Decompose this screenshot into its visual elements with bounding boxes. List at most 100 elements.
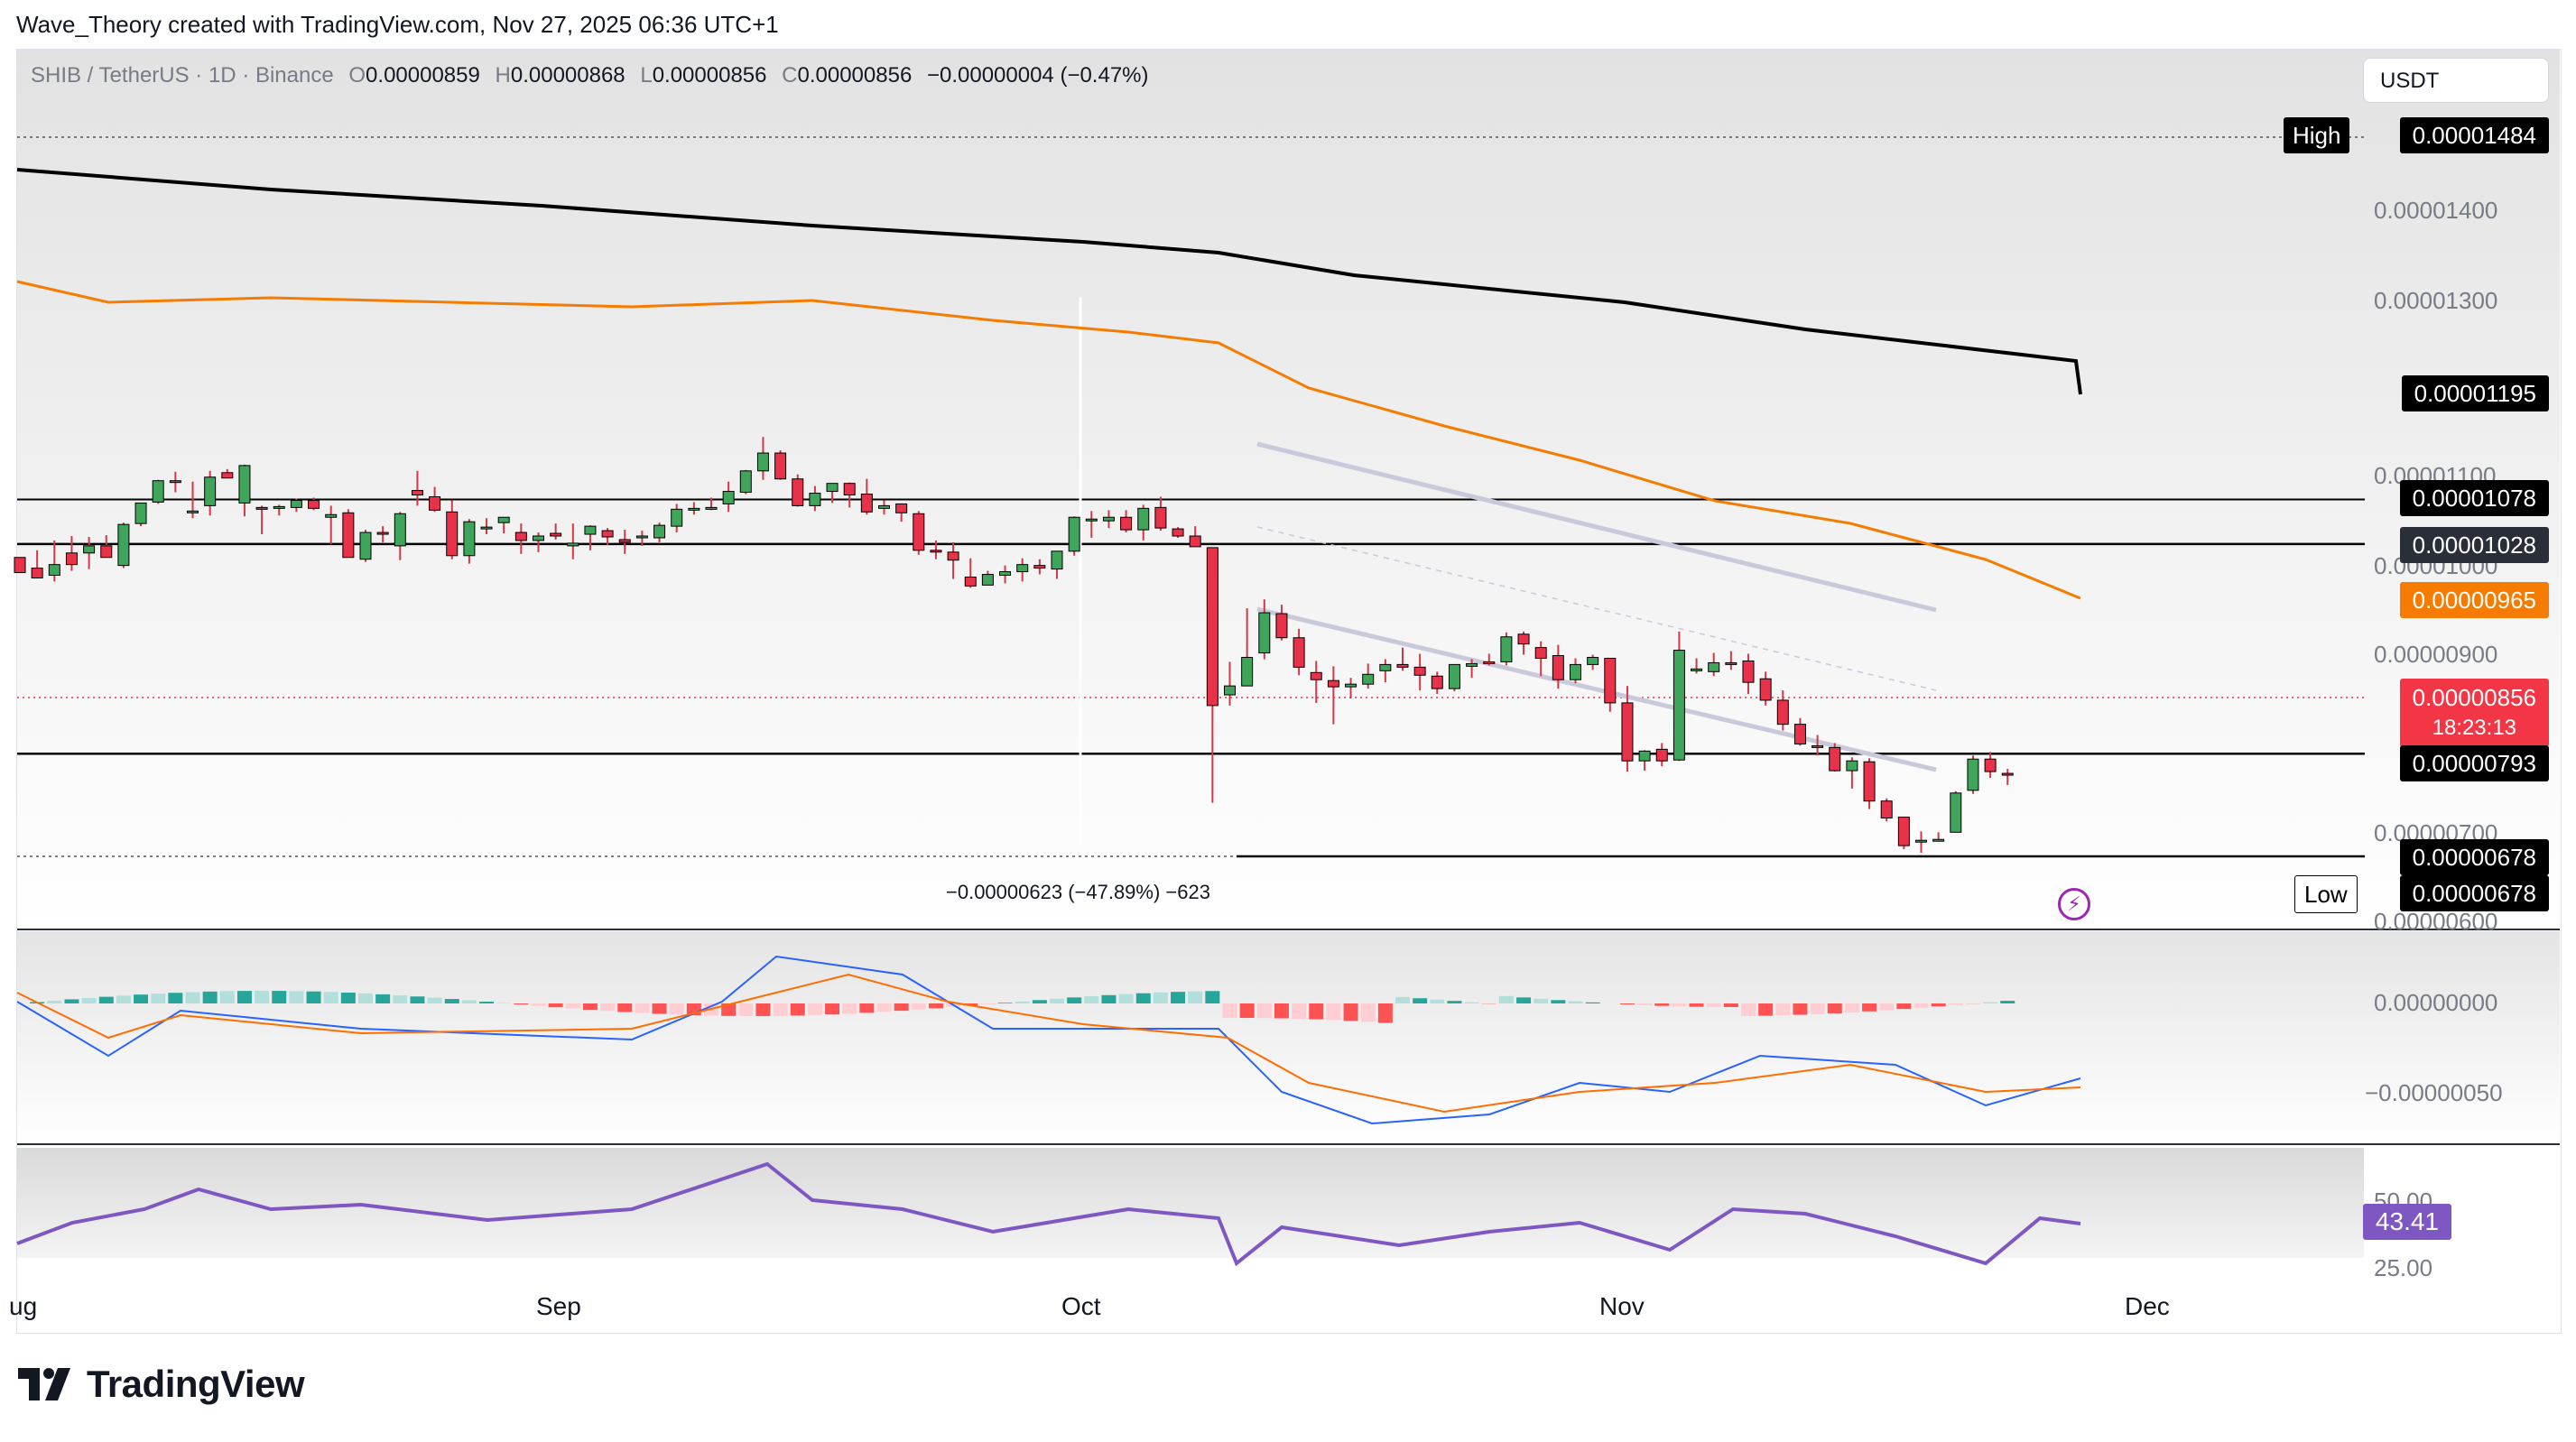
candle-body xyxy=(1154,506,1167,529)
macd-histogram-bar xyxy=(444,999,459,1003)
macd-histogram-bar xyxy=(1931,1003,1946,1007)
candle-body xyxy=(653,524,666,539)
candle-body xyxy=(342,512,355,559)
macd-histogram-bar xyxy=(134,994,149,1003)
candle-body xyxy=(635,535,648,539)
candle-body xyxy=(1172,528,1184,537)
candle-body xyxy=(756,452,769,472)
macd-histogram-bar xyxy=(1741,1003,1756,1016)
macd-histogram-bar xyxy=(1896,1003,1912,1010)
ema200-price-label: 0.00001195 xyxy=(2401,375,2549,411)
candle-body xyxy=(567,542,579,547)
candle-body xyxy=(1967,758,1979,791)
macd-histogram-bar xyxy=(358,993,373,1003)
bar-countdown: 18:23:13 xyxy=(2432,716,2517,740)
candle-body xyxy=(446,511,459,557)
candle-body xyxy=(1932,838,1945,842)
lightning-icon[interactable]: ⚡ xyxy=(2058,888,2090,920)
candle-body xyxy=(1413,666,1426,676)
candle-body xyxy=(290,499,302,508)
x-axis-label: Oct xyxy=(1061,1292,1101,1320)
candle-body xyxy=(497,516,510,523)
candle-body xyxy=(1655,748,1668,762)
candle-body xyxy=(1327,679,1339,688)
macd-histogram-bar xyxy=(738,1003,754,1016)
close-key: C xyxy=(782,63,798,88)
tradingview-logo[interactable]: TradingView xyxy=(18,1363,305,1406)
candle-body xyxy=(843,483,856,496)
candle-body xyxy=(65,552,78,566)
macd-histogram-bar xyxy=(289,991,304,1003)
low-tag: Low xyxy=(2294,875,2358,913)
candle-body xyxy=(376,532,389,535)
rsi-axis-bottom: 25.00 xyxy=(2374,1254,2433,1281)
candle-body xyxy=(1846,760,1858,772)
low-value: 0.00000856 xyxy=(652,63,767,88)
candle-body xyxy=(117,523,130,567)
macd-histogram-bar xyxy=(1239,1003,1255,1019)
macd-line xyxy=(16,955,2081,1125)
change-value: −0.00000004 (−0.47%) xyxy=(926,63,1149,88)
macd-histogram-bar xyxy=(1689,1003,1704,1007)
candle-body xyxy=(255,506,268,510)
macd-histogram-bar xyxy=(1793,1003,1808,1015)
macd-histogram-bar xyxy=(1879,1003,1895,1011)
candle-body xyxy=(1500,636,1513,662)
candle-body xyxy=(739,470,752,494)
candle-body xyxy=(463,521,476,557)
candle-body xyxy=(14,557,26,574)
candle-body xyxy=(134,502,147,524)
candle-body xyxy=(895,503,908,513)
candle-body xyxy=(1137,507,1150,531)
candle-body xyxy=(1793,724,1806,744)
candle-body xyxy=(947,551,959,561)
candle-body xyxy=(1897,816,1910,846)
macd-histogram-bar xyxy=(807,1003,822,1015)
macd-histogram-bar xyxy=(479,1002,495,1003)
candle-body xyxy=(325,513,338,518)
candle-body xyxy=(1673,650,1685,761)
macd-histogram-bar xyxy=(1032,1000,1047,1003)
candle-body xyxy=(152,480,164,503)
macd-histogram-bar xyxy=(255,991,270,1003)
ema50-price-label: 0.00000965 xyxy=(2399,582,2549,618)
macd-axis-zero: 0.00000000 xyxy=(2374,989,2498,1016)
ema50-line xyxy=(16,280,2081,600)
macd-histogram-bar xyxy=(1844,1003,1859,1012)
macd-histogram-bar xyxy=(721,1003,737,1016)
macd-histogram-bar xyxy=(1205,991,1220,1003)
macd-histogram-bar xyxy=(1153,992,1168,1003)
macd-histogram-bar xyxy=(1274,1003,1289,1019)
rsi-line xyxy=(16,1161,2081,1267)
candle-body xyxy=(1691,668,1703,671)
candle-body xyxy=(1863,761,1876,802)
high-price-label: 0.00001484 xyxy=(2399,117,2549,153)
currency-selector[interactable]: USDT xyxy=(2363,58,2549,103)
x-axis-label: ug xyxy=(9,1292,38,1320)
channel-mid xyxy=(1256,526,1937,691)
x-axis-label: Nov xyxy=(1599,1292,1645,1320)
macd-histogram-bar xyxy=(669,1003,684,1015)
candle-body xyxy=(1275,613,1288,639)
channel-lower xyxy=(1256,606,1937,772)
open-key: O xyxy=(348,63,366,88)
low-key: L xyxy=(640,63,653,88)
macd-histogram-bar xyxy=(1637,1003,1653,1005)
open-value: 0.00000859 xyxy=(366,63,480,88)
macd-histogram-bar xyxy=(859,1003,875,1013)
candle-body xyxy=(1033,565,1046,569)
macd-histogram-bar xyxy=(894,1003,909,1012)
candle-body xyxy=(705,506,718,510)
candle-body xyxy=(1379,663,1392,671)
candle-body xyxy=(688,507,700,511)
candle-body xyxy=(930,550,942,553)
candle-body xyxy=(618,539,631,543)
candle-body xyxy=(1587,656,1599,665)
macd-histogram-bar xyxy=(1067,997,1082,1003)
candle-body xyxy=(601,530,614,538)
candle-body xyxy=(1984,758,1997,772)
resistance-1-label: 0.00001078 xyxy=(2399,480,2549,516)
candle-body xyxy=(550,532,562,537)
high-value: 0.00000868 xyxy=(510,63,625,88)
